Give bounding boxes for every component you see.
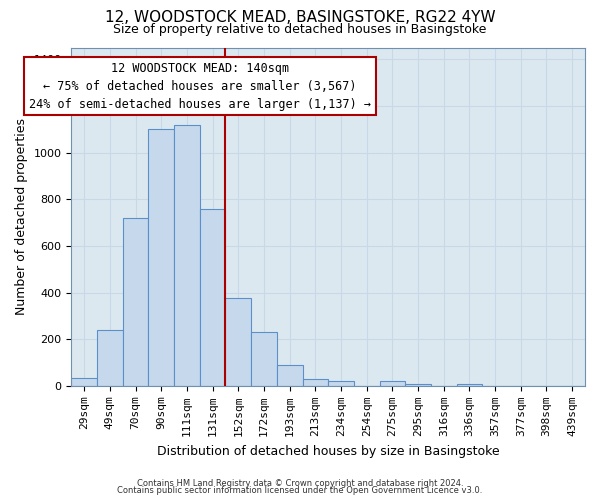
Bar (200, 208, 226, 386)
Bar (71, 378, 97, 386)
Bar (405, 384, 431, 386)
Bar (457, 384, 482, 386)
Bar (251, 332, 277, 386)
X-axis label: Distribution of detached houses by size in Basingstoke: Distribution of detached houses by size … (157, 444, 500, 458)
Bar (380, 382, 405, 386)
Text: 12 WOODSTOCK MEAD: 140sqm
← 75% of detached houses are smaller (3,567)
24% of se: 12 WOODSTOCK MEAD: 140sqm ← 75% of detac… (29, 62, 371, 110)
Y-axis label: Number of detached properties: Number of detached properties (15, 118, 28, 315)
Text: Size of property relative to detached houses in Basingstoke: Size of property relative to detached ho… (113, 22, 487, 36)
Bar (97, 330, 123, 386)
Bar (302, 379, 328, 386)
Text: 12, WOODSTOCK MEAD, BASINGSTOKE, RG22 4YW: 12, WOODSTOCK MEAD, BASINGSTOKE, RG22 4Y… (104, 10, 496, 25)
Bar (174, 124, 200, 386)
Bar (226, 298, 251, 386)
Text: Contains public sector information licensed under the Open Government Licence v3: Contains public sector information licen… (118, 486, 482, 495)
Text: Contains HM Land Registry data © Crown copyright and database right 2024.: Contains HM Land Registry data © Crown c… (137, 478, 463, 488)
Bar (328, 382, 354, 386)
Bar (148, 129, 174, 386)
Bar (123, 218, 148, 386)
Bar (277, 365, 302, 386)
